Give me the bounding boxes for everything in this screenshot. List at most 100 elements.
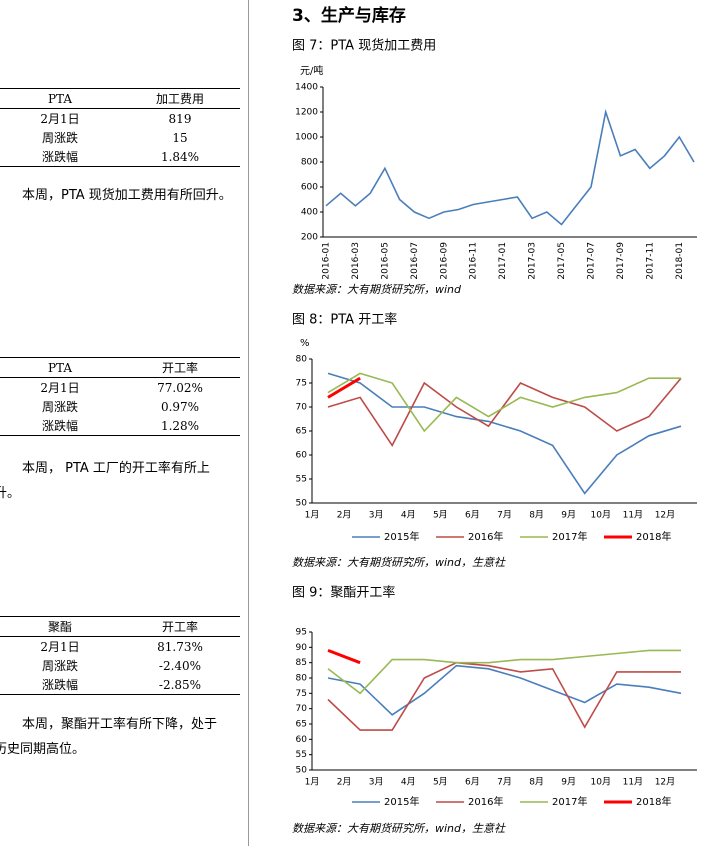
- legend-label: 2015年: [384, 795, 419, 808]
- header-row: PTA 开工率: [0, 357, 240, 378]
- cell: 1.84%: [160, 149, 200, 164]
- line-series: [327, 372, 681, 433]
- x-tick-label: 11月: [623, 777, 643, 788]
- section-title: 3、生产与库存: [292, 5, 406, 26]
- line-series: [327, 661, 681, 731]
- x-tick-label: 2016-09: [439, 242, 449, 280]
- x-tick-label: 2016-11: [469, 242, 479, 280]
- row: 周涨跌 15: [0, 128, 240, 147]
- cell: 周涨跌: [41, 400, 78, 414]
- x-tick-label: 4月: [401, 777, 416, 788]
- x-tick-label: 1月: [305, 510, 320, 521]
- legend-label: 2018年: [636, 530, 671, 543]
- x-tick-label: 2017-07: [586, 242, 596, 280]
- row: 2月1日 81.73%: [0, 637, 240, 657]
- line-series: [327, 648, 361, 665]
- y-tick-label: 70: [296, 403, 308, 413]
- header-cell: 聚酯: [0, 616, 120, 637]
- y-tick-label: 80: [296, 674, 308, 684]
- x-tick-label: 2016-05: [380, 242, 390, 280]
- row: 2月1日 77.02%: [0, 378, 240, 398]
- line-series: [327, 372, 682, 495]
- x-tick-label: 2017-05: [557, 242, 567, 280]
- paragraph-line: 本周， PTA 工厂的开工率有所上: [22, 461, 210, 476]
- header-row: PTA 加工费用: [0, 88, 240, 109]
- legend-label: 2018年: [636, 795, 671, 808]
- cell: 81.73%: [157, 639, 203, 654]
- x-tick-label: 9月: [561, 777, 576, 788]
- chart-title: 图 8：PTA 开工率: [292, 312, 397, 328]
- x-tick-label: 3月: [369, 510, 384, 521]
- y-tick-label: 400: [301, 208, 318, 218]
- row: 涨跌幅 1.28%: [0, 416, 240, 436]
- y-tick-label: 50: [296, 766, 308, 776]
- row: 涨跌幅 -2.85%: [0, 675, 240, 695]
- legend-label: 2017年: [552, 795, 587, 808]
- chart-title: 图 9：聚酯开工率: [292, 585, 395, 601]
- x-tick-label: 11月: [623, 510, 643, 521]
- y-tick-label: 75: [296, 379, 307, 389]
- cell: 涨跌幅: [41, 678, 78, 692]
- paragraph-line: 升。: [0, 486, 21, 501]
- cell: 819: [168, 111, 192, 126]
- chart-title: 图 7：PTA 现货加工费用: [292, 38, 436, 54]
- paragraph-line: 本周，PTA 现货加工费用有所回升。: [22, 188, 232, 203]
- y-tick-label: 55: [296, 475, 307, 485]
- x-tick-label: 9月: [561, 510, 576, 521]
- table: PTA 开工率 2月1日 77.02% 周涨跌 0.97% 涨跌幅 1.28%: [0, 357, 240, 436]
- x-tick-label: 7月: [497, 777, 512, 788]
- cell: 涨跌幅: [41, 150, 78, 164]
- table: 聚酯 开工率 2月1日 81.73% 周涨跌 -2.40% 涨跌幅 -2.85%: [0, 616, 240, 695]
- x-tick-label: 2016-01: [322, 242, 332, 280]
- line-series: [327, 376, 361, 399]
- y-tick-label: 60: [296, 735, 308, 745]
- x-tick-label: 2月: [337, 510, 352, 521]
- y-tick-label: 800: [301, 158, 318, 168]
- cell: 2月1日: [40, 640, 80, 654]
- y-tick-label: 600: [301, 183, 318, 193]
- y-tick-label: 60: [296, 451, 308, 461]
- y-tick-label: 50: [296, 499, 308, 509]
- line-series: [327, 664, 682, 716]
- header-cell: PTA: [0, 357, 120, 378]
- header-cell: 开工率: [120, 357, 240, 378]
- x-tick-label: 2017-01: [498, 242, 508, 280]
- legend-label: 2017年: [552, 530, 587, 543]
- y-tick-label: 75: [296, 689, 307, 699]
- cell: -2.40%: [158, 658, 202, 673]
- source: 数据来源：大有期货研究所，wind: [292, 283, 462, 296]
- legend-label: 2016年: [468, 795, 503, 808]
- x-tick-label: 8月: [529, 777, 544, 788]
- y-tick-label: 1000: [295, 133, 318, 143]
- table: PTA 加工费用 2月1日 819 周涨跌 15 涨跌幅 1.84%: [0, 88, 240, 167]
- x-tick-label: 5月: [433, 510, 448, 521]
- x-tick-label: 2017-09: [616, 242, 626, 280]
- x-tick-label: 2017-03: [528, 242, 538, 280]
- y-tick-label: 80: [296, 355, 308, 365]
- y-tick-label: 65: [296, 720, 307, 730]
- x-tick-label: 2月: [337, 777, 352, 788]
- x-tick-label: 8月: [529, 510, 544, 521]
- legend-label: 2015年: [384, 530, 419, 543]
- x-tick-label: 4月: [401, 510, 416, 521]
- paragraph-line: 本周，聚酯开工率有所下降，处于: [22, 717, 218, 732]
- x-tick-label: 1月: [305, 777, 320, 788]
- row: 涨跌幅 1.84%: [0, 147, 240, 167]
- x-tick-label: 12月: [655, 777, 675, 788]
- y-tick-label: 55: [296, 750, 307, 760]
- x-tick-label: 6月: [465, 510, 480, 521]
- y-tick-label: 65: [296, 427, 307, 437]
- line-series: [327, 649, 681, 695]
- y-tick-label: 90: [296, 643, 308, 653]
- x-tick-label: 2016-07: [410, 242, 420, 280]
- x-tick-label: 2017-11: [645, 242, 655, 280]
- y-tick-label: 95: [296, 628, 307, 638]
- header-row: 聚酯 开工率: [0, 616, 240, 637]
- x-tick-label: 6月: [465, 777, 480, 788]
- row: 2月1日 819: [0, 109, 240, 129]
- divider: [248, 0, 249, 846]
- x-tick-label: 5月: [433, 777, 448, 788]
- header-cell: 加工费用: [120, 88, 240, 109]
- source: 数据来源：大有期货研究所，wind，生意社: [292, 556, 506, 569]
- source: 数据来源：大有期货研究所，wind，生意社: [292, 822, 506, 835]
